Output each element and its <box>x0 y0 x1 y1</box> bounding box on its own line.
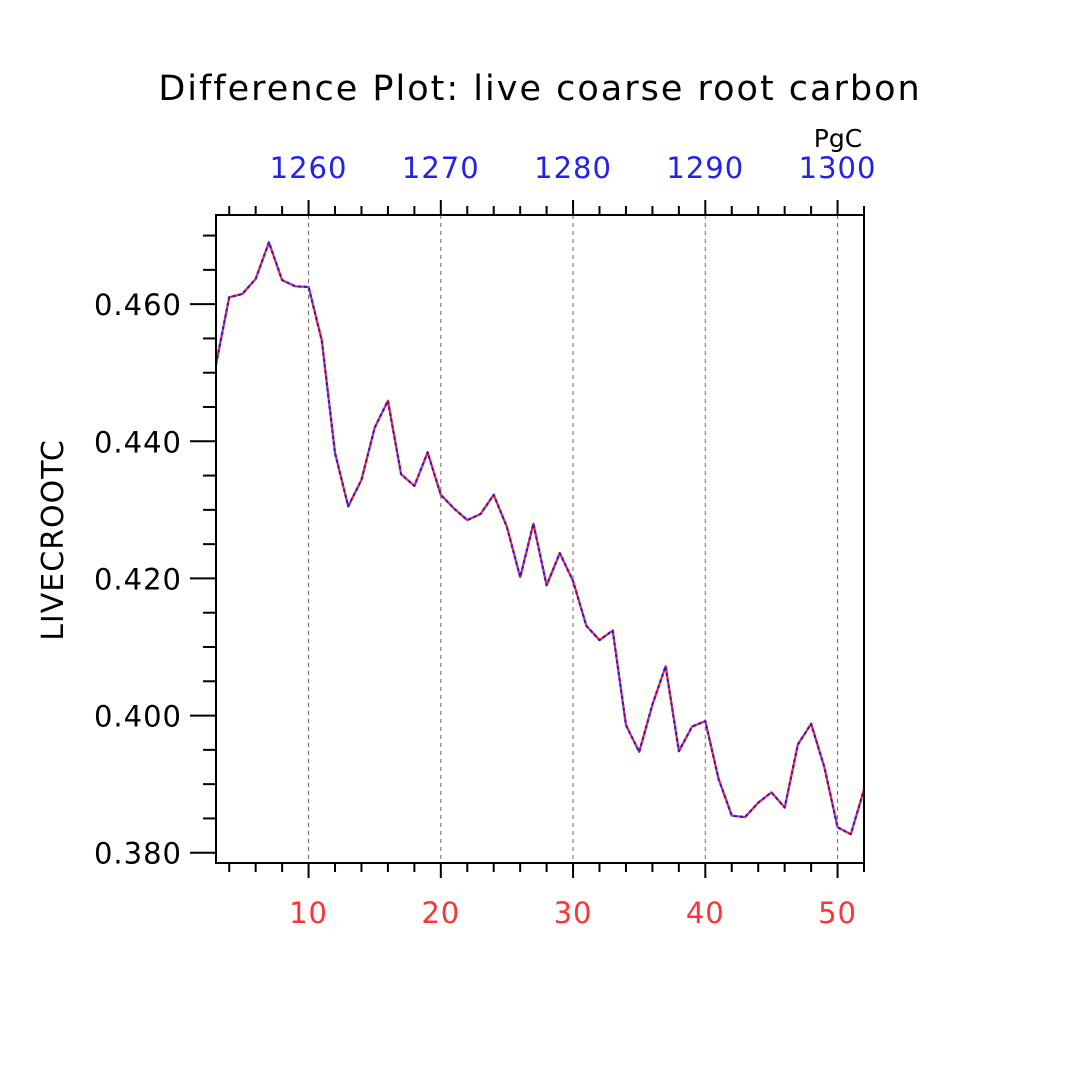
y-axis-label: LIVECROOTC <box>36 439 71 641</box>
x-bottom-tick-label: 10 <box>289 896 328 930</box>
y-tick-label: 0.460 <box>94 288 182 322</box>
x-bottom-tick-label: 50 <box>818 896 857 930</box>
x-bottom-tick-label: 30 <box>554 896 593 930</box>
series-group <box>214 241 866 836</box>
y-tick-label: 0.380 <box>94 837 182 871</box>
x-top-tick-label: 1260 <box>270 151 348 185</box>
x-top-tick-label: 1300 <box>799 151 877 185</box>
chart-title: Difference Plot: live coarse root carbon <box>158 69 921 109</box>
plot-frame <box>215 214 865 864</box>
gridlines <box>308 215 839 863</box>
axis-ticks <box>190 200 865 878</box>
top-axis-unit: PgC <box>814 124 862 153</box>
y-tick-label: 0.400 <box>94 700 182 734</box>
x-top-tick-label: 1290 <box>666 151 744 185</box>
tick-labels: 10 20 30 40 50 1260 1270 1280 1290 1300 0.380 0.400… <box>94 151 877 930</box>
x-bottom-tick-label: 20 <box>421 896 460 930</box>
series-line-blue <box>214 241 866 836</box>
y-tick-label: 0.420 <box>94 562 182 596</box>
series-line-red <box>214 241 866 836</box>
y-tick-label: 0.440 <box>94 425 182 459</box>
x-top-tick-label: 1270 <box>402 151 480 185</box>
x-top-tick-label: 1280 <box>534 151 612 185</box>
x-bottom-tick-label: 40 <box>686 896 725 930</box>
